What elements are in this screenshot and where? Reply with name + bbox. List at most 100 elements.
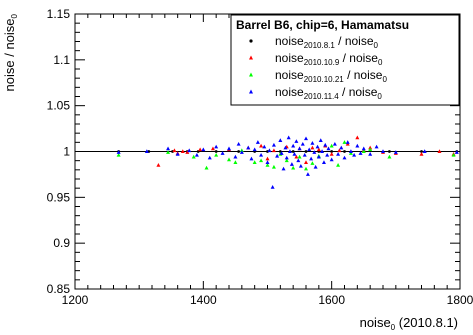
y-tick-label: 0.85 [47,282,71,296]
legend-subscript: 2010.10.9 [304,58,340,67]
legend-title: Barrel B6, chip=6, Hamamatsu [236,18,409,32]
data-point-series-3 [300,141,305,146]
legend-entry-label: noise2010.10.21 / noise0 [275,68,387,84]
data-point-series-3 [312,150,317,154]
data-point-series-2 [252,160,257,164]
data-point-series-2 [291,165,296,170]
data-point-series-3 [284,155,289,160]
legend-marker [249,89,253,94]
data-point-series-3 [345,140,350,144]
data-point-series-1 [316,147,321,152]
x-axis-title: noise0 (2010.8.1) [360,315,458,332]
legend-text-part: noise [275,51,304,65]
data-point-2010-8-1 [291,150,295,153]
data-point-series-3 [207,155,212,160]
legend-entry-label: noise2010.8.1 / noise0 [275,34,379,50]
data-point-series-2 [361,149,366,153]
data-point-series-3 [259,152,264,157]
data-point-series-3 [286,135,291,140]
data-point-series-3 [166,146,171,151]
data-point-series-3 [393,150,398,154]
legend-subscript: 2010.11.4 [304,92,340,101]
x-axis-title-main: noise [360,315,391,330]
data-point-series-3 [381,149,385,153]
data-point-series-3 [239,150,244,154]
data-point-series-3 [246,145,251,150]
data-point-series-3 [361,146,366,151]
data-point-series-3 [291,143,296,148]
x-tick-label: 1400 [190,293,217,307]
data-point-series-2 [310,161,315,165]
legend-text-part: noise [275,85,304,99]
data-point-series-1 [337,148,342,153]
data-point-series-3 [325,152,330,157]
data-point-series-3 [318,138,323,142]
legend-text-part: / noise [344,68,383,82]
data-point-series-3 [194,152,199,157]
data-point-series-2 [116,152,121,157]
legend-marker [249,39,253,43]
data-point-series-3 [287,149,292,153]
data-point-series-3 [278,138,283,142]
data-point-series-1 [329,152,334,156]
data-point-series-3 [329,157,334,162]
y-tick-label: 0.9 [53,236,70,250]
data-point-2010-8-1 [278,150,282,153]
data-point-2010-8-1 [330,150,334,153]
data-point-2010-8-1 [343,150,346,153]
data-point-series-1 [172,148,177,153]
data-point-series-3 [321,160,326,164]
data-point-series-2 [191,154,196,159]
legend: Barrel B6, chip=6, Hamamatsu noise2010.8… [230,14,460,106]
legend-text-part: noise [275,68,304,82]
data-point-series-3 [422,149,427,153]
data-point-series-3 [307,147,312,152]
x-axis-title-sub: 0 [391,323,396,332]
data-point-series-1 [210,146,215,151]
legend-subscript: 0 [382,75,387,84]
y-axis-title: noise / noise0 [2,13,19,91]
data-point-series-3 [255,140,260,144]
data-point-series-2 [342,140,347,144]
data-point-series-3 [305,172,310,176]
x-tick-label: 1200 [62,293,89,307]
legend-subscript: 0 [378,58,383,67]
data-point-series-3 [358,151,363,155]
data-point-series-1 [180,149,185,153]
y-tick-label: 1 [63,145,70,159]
data-point-series-3 [265,160,270,164]
legend-subscript: 0 [374,41,379,50]
y-axis-title-sub: 0 [10,13,19,18]
data-point-series-3 [271,142,276,147]
data-point-series-3 [262,144,267,149]
legend-subscript: 2010.8.1 [304,41,336,50]
data-point-series-1 [198,147,203,152]
data-point-2010-8-1 [388,150,391,153]
data-point-series-2 [336,163,341,167]
data-point-series-3 [220,151,225,155]
data-point-series-2 [166,150,171,154]
data-point-2010-8-1 [420,150,423,153]
data-point-series-1 [437,149,442,153]
data-point-2010-8-1 [237,150,241,153]
data-point-series-1 [310,145,315,150]
data-point-series-1 [259,143,264,148]
data-point-series-3 [227,146,231,151]
data-point-series-3 [270,185,275,189]
legend-marker [249,72,253,77]
data-point-series-3 [116,150,121,154]
data-point-series-1 [294,154,299,159]
data-point-series-2 [265,163,270,167]
data-point-series-3 [313,164,318,169]
data-point-series-2 [233,160,238,164]
data-point-series-3 [326,146,331,151]
legend-text-part: noise [275,34,304,48]
data-point-series-2 [204,165,209,170]
data-point-series-3 [336,152,341,156]
data-point-series-3 [368,152,373,156]
data-point-series-3 [289,162,294,166]
data-point-series-2 [284,158,289,163]
x-tick-label: 1600 [318,293,345,307]
data-point-series-3 [348,149,353,153]
